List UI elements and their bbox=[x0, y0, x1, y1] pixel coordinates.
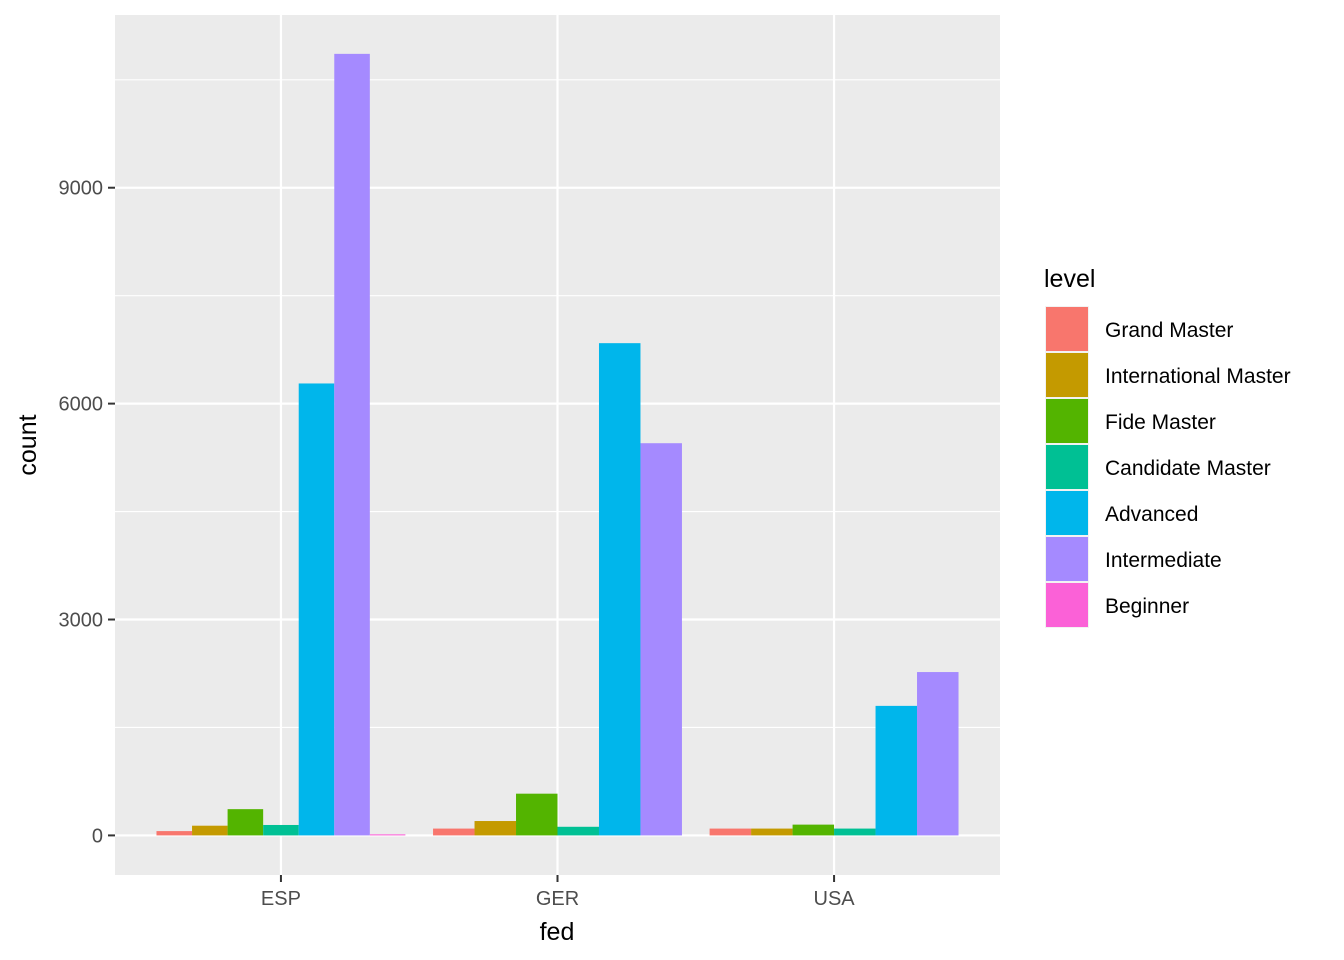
x-axis-title: fed bbox=[540, 918, 575, 946]
y-axis: 0 3000 6000 9000 bbox=[59, 178, 115, 847]
bar bbox=[875, 705, 918, 836]
bar bbox=[917, 672, 959, 836]
legend-key bbox=[1046, 399, 1088, 443]
bars bbox=[156, 53, 959, 836]
bar bbox=[751, 828, 793, 836]
bar bbox=[156, 831, 193, 836]
bar bbox=[834, 828, 876, 836]
legend-key bbox=[1046, 537, 1088, 581]
legend-label: Fide Master bbox=[1105, 411, 1216, 434]
legend-key bbox=[1046, 491, 1088, 535]
y-tick-label: 9000 bbox=[59, 178, 104, 200]
bar bbox=[598, 343, 641, 836]
x-axis: ESP GER USA bbox=[261, 875, 855, 910]
legend-label: Grand Master bbox=[1105, 319, 1233, 342]
legend-key bbox=[1046, 353, 1088, 397]
legend-label: International Master bbox=[1105, 365, 1291, 388]
legend-key bbox=[1046, 307, 1088, 351]
bar bbox=[334, 53, 370, 836]
x-tick-label: USA bbox=[814, 888, 856, 910]
bar bbox=[192, 825, 228, 836]
legend-title: level bbox=[1044, 265, 1095, 293]
y-tick-label: 0 bbox=[92, 825, 103, 847]
bar bbox=[516, 793, 558, 836]
bar bbox=[557, 826, 599, 836]
bar bbox=[298, 383, 335, 836]
grid-major bbox=[115, 15, 1000, 875]
bar bbox=[369, 834, 406, 836]
y-axis-title: count bbox=[14, 414, 42, 475]
legend: level Grand Master International Master Fi… bbox=[1044, 265, 1291, 628]
bar bbox=[792, 824, 835, 836]
bar bbox=[227, 809, 264, 836]
bar bbox=[640, 443, 682, 836]
bar bbox=[433, 828, 475, 836]
bar bbox=[474, 821, 517, 836]
legend-label: Intermediate bbox=[1105, 549, 1222, 572]
legend-key bbox=[1046, 583, 1088, 627]
y-tick-label: 3000 bbox=[59, 610, 104, 632]
bar bbox=[709, 828, 752, 836]
bar bbox=[263, 824, 299, 836]
x-tick-label: ESP bbox=[261, 888, 301, 910]
legend-label: Advanced bbox=[1105, 503, 1198, 526]
legend-label: Beginner bbox=[1105, 595, 1189, 618]
y-tick-label: 6000 bbox=[59, 394, 104, 416]
x-tick-label: GER bbox=[536, 888, 579, 910]
legend-key bbox=[1046, 445, 1088, 489]
legend-label: Candidate Master bbox=[1105, 457, 1271, 480]
